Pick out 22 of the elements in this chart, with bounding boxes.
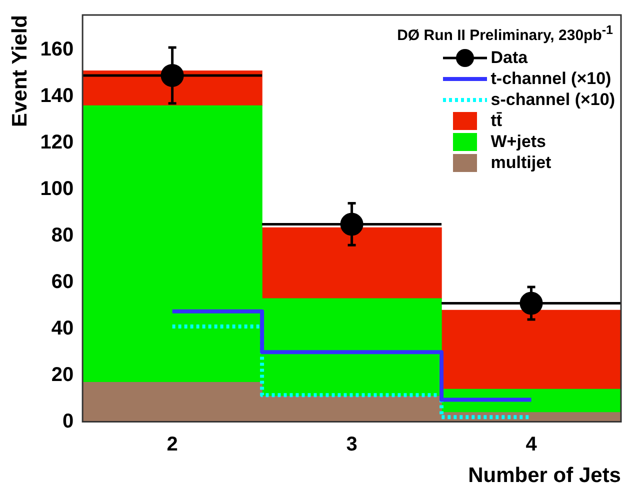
legend-label: tt̄ (490, 110, 502, 130)
legend-label: W+jets (490, 132, 546, 152)
x-tick-label: 3 (346, 433, 358, 456)
y-tick-label: 20 (51, 364, 74, 386)
y-tick-label: 60 (51, 270, 74, 293)
y-tick-label: 80 (51, 224, 74, 246)
text: DØ Run II Preliminary, 230pb$^{-1}$ (397, 23, 613, 44)
y-tick-label: 0 (62, 410, 74, 432)
x-axis-title: Number of Jets (468, 464, 621, 488)
legend-label: Data (490, 48, 528, 68)
y-tick-label: 120 (40, 131, 74, 154)
y-tick-label: 40 (51, 317, 74, 340)
y-tick-label: 140 (40, 84, 74, 107)
x-tick-label: 2 (166, 433, 178, 456)
legend-label: s-channel (×10) (490, 90, 615, 110)
legend-label: t-channel (×10) (490, 68, 612, 88)
y-tick-label: 100 (40, 178, 74, 200)
y-axis-title: Event Yield (8, 15, 32, 128)
x-tick-label: 4 (526, 433, 538, 456)
bar (262, 227, 442, 299)
legend-label: multijet (490, 152, 552, 172)
y-tick-label: 160 (40, 38, 74, 60)
